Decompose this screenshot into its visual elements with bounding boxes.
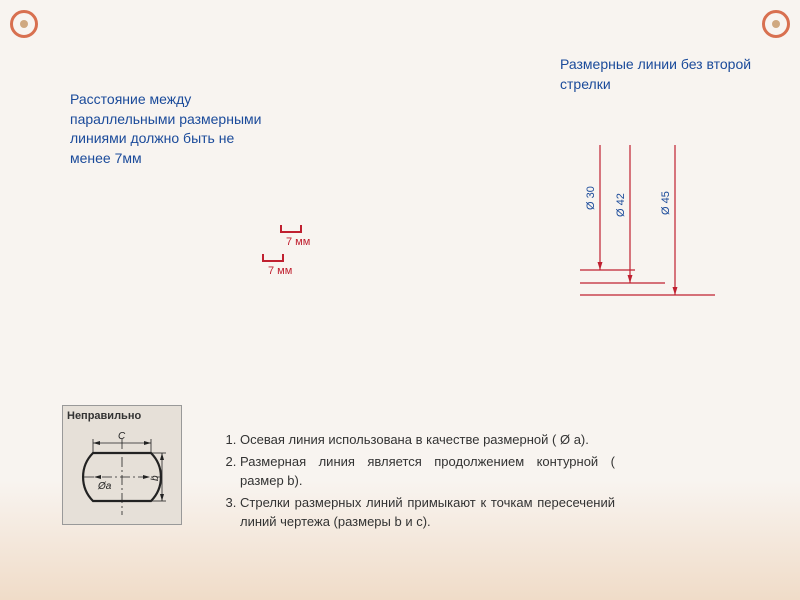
- note-item: Осевая линия использована в качестве раз…: [240, 430, 615, 450]
- svg-text:Ø 45: Ø 45: [660, 191, 672, 215]
- wrong-example-box: Неправильно С Øa b: [62, 405, 182, 525]
- svg-text:Ø 30: Ø 30: [585, 186, 597, 210]
- dimension-lines-diagram: Ø 30 Ø 42 Ø 45: [575, 135, 755, 305]
- note-item: Стрелки размерных линий примыкают к точк…: [240, 493, 615, 532]
- svg-text:Ø 42: Ø 42: [615, 193, 627, 217]
- svg-text:b: b: [150, 475, 161, 481]
- notes-list: Осевая линия использована в качестве раз…: [215, 430, 615, 534]
- bracket-label-2: 7 мм: [268, 265, 310, 277]
- note-item: Размерная линия является продолжением ко…: [240, 452, 615, 491]
- wrong-header: Неправильно: [67, 410, 177, 422]
- bracket-icon: [280, 225, 302, 233]
- note-left: Расстояние между параллельными размерным…: [70, 90, 265, 168]
- corner-ornament-top-left: [10, 10, 38, 38]
- svg-text:Øa: Øa: [97, 481, 112, 492]
- bracket-label-1: 7 мм: [286, 236, 310, 248]
- note-right: Размерные линии без второй стрелки: [560, 55, 760, 94]
- spacing-brackets: 7 мм 7 мм: [280, 225, 310, 277]
- bracket-icon: [262, 254, 284, 262]
- corner-ornament-top-right: [762, 10, 790, 38]
- svg-text:С: С: [118, 431, 126, 442]
